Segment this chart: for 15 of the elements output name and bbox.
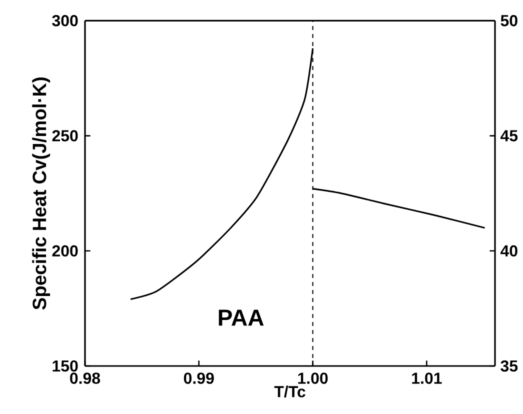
y-tick-label: 300 xyxy=(52,14,78,26)
y-tick-label: 250 xyxy=(52,130,78,142)
x-tick-label: 1.01 xyxy=(412,372,442,384)
x-axis-title: T/Tc xyxy=(274,386,306,398)
y2-tick-label: 40 xyxy=(500,245,518,257)
x-tick-label: 0.99 xyxy=(184,372,214,384)
y2-tick-label: 45 xyxy=(500,130,518,142)
y-axis-title: Specific Heat Cv(J/mol·K) xyxy=(32,77,50,310)
y-tick-label: 200 xyxy=(52,245,78,257)
y-tick-label: 150 xyxy=(52,360,78,372)
x-tick-label: 0.98 xyxy=(70,372,100,384)
x-tick-label: 1.00 xyxy=(298,372,328,384)
y2-tick-label: 50 xyxy=(500,15,518,26)
annotation: PAA xyxy=(218,310,264,326)
y2-tick-label: 35 xyxy=(500,360,518,372)
